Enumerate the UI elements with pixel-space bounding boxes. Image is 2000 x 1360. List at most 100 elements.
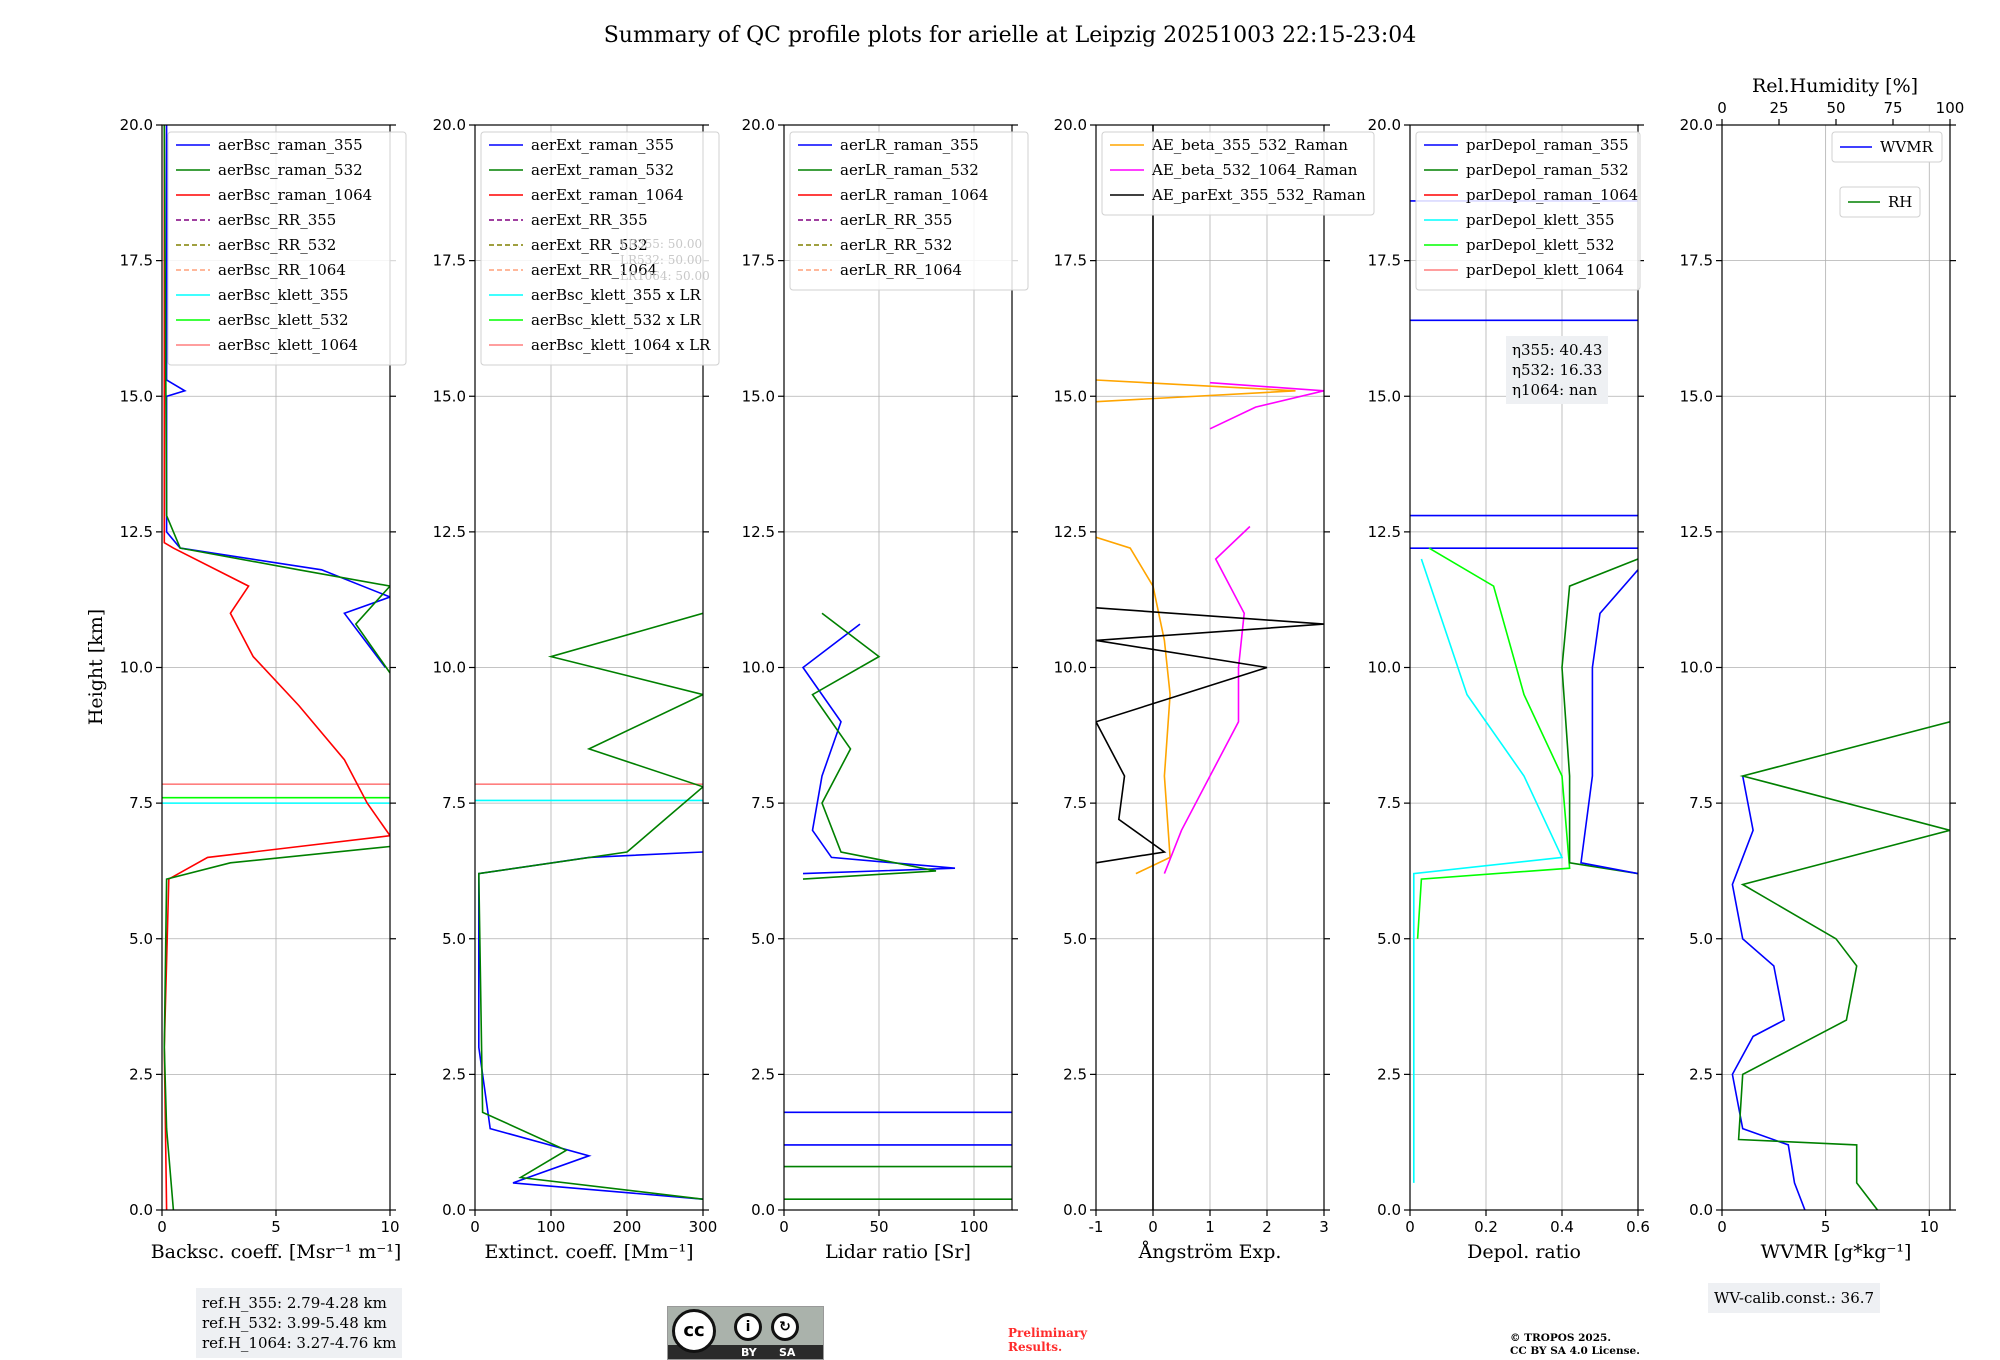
legend-entry: aerExt_raman_532 <box>531 161 674 179</box>
eta-1064: η1064: nan <box>1512 381 1598 399</box>
legend-entry: parDepol_klett_355 <box>1466 211 1615 229</box>
y-tick-label: 0.0 <box>1377 1201 1401 1219</box>
data-layer <box>1096 125 1324 1210</box>
series-line-blue <box>477 851 703 1200</box>
y-axis-label: Height [km] <box>85 609 107 725</box>
y-tick-label: 2.5 <box>1689 1065 1713 1083</box>
lr-355: LR355: 50.00 <box>620 237 703 251</box>
cc-icon: cc <box>672 1309 716 1353</box>
legend-entry: aerLR_raman_1064 <box>840 186 988 204</box>
data-layer <box>475 612 703 1200</box>
x-axis-label: Extinct. coeff. [Mm⁻¹] <box>484 1241 693 1263</box>
y-tick-label: 12.5 <box>742 523 775 541</box>
y-tick-label: 5.0 <box>442 930 466 948</box>
copyright-line-1: © TROPOS 2025. <box>1510 1332 1612 1344</box>
y-tick-label: 15.0 <box>742 387 775 405</box>
series-line-magenta <box>1163 525 1251 874</box>
legend-entry: aerLR_RR_532 <box>840 236 952 254</box>
series-line-orange <box>1096 536 1171 875</box>
panel-6: 0.02.55.07.510.012.515.017.520.00 5 10WVMR… <box>1680 99 1965 1263</box>
y-tick-label: 7.5 <box>1689 794 1713 812</box>
legend-entry: aerExt_raman_1064 <box>531 186 684 204</box>
y-tick-label: 7.5 <box>442 794 466 812</box>
x2-tick-label: 0 <box>1717 99 1727 117</box>
legend-entry: parDepol_raman_1064 <box>1466 186 1638 204</box>
y-tick-label: 5.0 <box>751 930 775 948</box>
legend-entry: parDepol_raman_532 <box>1466 161 1629 179</box>
panel-4: 0.0 2.5 5.0 7.5 10.0 12.5 15.0 17.5 20.0 -1 0 1 2 3 Ån… <box>1054 116 1375 1263</box>
y-tick-label: 20.0 <box>120 116 153 134</box>
y-tick-label: 0.0 <box>129 1201 153 1219</box>
legend: WVMR RH <box>1831 131 1943 218</box>
legend-entry: aerExt_raman_355 <box>531 136 674 154</box>
x-axis-label: Lidar ratio [Sr] <box>825 1241 971 1263</box>
legend-entry: RH <box>1888 193 1912 211</box>
rh-axis-label: Rel.Humidity [%] <box>1752 75 1918 97</box>
eta-box: η355: 40.43 η532: 16.33 η1064: nan <box>1506 336 1609 404</box>
figure-title: Summary of QC profile plots for arielle … <box>604 23 1417 48</box>
x-tick-label: 10 <box>1920 1218 1939 1236</box>
series-line-green <box>163 125 390 674</box>
y-tick-label: 17.5 <box>1054 252 1087 270</box>
x-tick-label: 0.6 <box>1626 1218 1650 1236</box>
legend-frame <box>1831 131 1943 163</box>
y-tick-label: 2.5 <box>1063 1065 1087 1083</box>
by-label: BY <box>741 1346 757 1359</box>
y-tick-label: 20.0 <box>1368 116 1401 134</box>
y-tick-label: 7.5 <box>129 794 153 812</box>
legend-entry: aerBsc_RR_532 <box>218 236 336 254</box>
y-tick-label: 0.0 <box>442 1201 466 1219</box>
panel-2: 0.0 2.5 5.0 7.5 10.0 12.5 15.0 17.5 20.0 0 100 200 3… <box>433 116 720 1263</box>
y-tick-label: 17.5 <box>742 252 775 270</box>
y-tick-label: 5.0 <box>1377 930 1401 948</box>
series-line-black <box>1096 607 1324 864</box>
wv-calibration-box: WV-calib.const.: 36.7 <box>1708 1283 1881 1313</box>
series-line-blue <box>801 623 956 875</box>
panel-1: 0.0 2.5 5.0 7.5 10.0 12.5 15.0 17.5 20.0 0 5 10 Back… <box>120 116 407 1263</box>
y-tick-label: 15.0 <box>1680 387 1713 405</box>
x-axis-label: Backsc. coeff. [Msr⁻¹ m⁻¹] <box>151 1241 402 1263</box>
x-tick-label: 100 <box>960 1218 989 1236</box>
y-tick-label: 17.5 <box>120 252 153 270</box>
series-line-green <box>802 612 937 880</box>
data-layer <box>162 125 390 1210</box>
legend-entry: aerBsc_RR_355 <box>218 211 336 229</box>
y-tick-label: 20.0 <box>742 116 775 134</box>
legend-entry: aerLR_raman_355 <box>840 136 979 154</box>
panels: 0.02.55.07.510.012.515.017.520.00 5 10Back… <box>120 99 1965 1263</box>
sa-icon: ↻ <box>771 1313 799 1341</box>
ref-height-355: ref.H_355: 2.79-4.28 km <box>202 1294 387 1312</box>
panel-5: 0.0 2.5 5.0 7.5 10.0 12.5 15.0 17.5 20.0 0 0.2 0.4 0… <box>1368 116 1650 1263</box>
lr-1064: LR1064: 50.00 <box>620 269 710 283</box>
x-tick-label: 0 <box>157 1218 167 1236</box>
series-line-red <box>163 125 390 1210</box>
reference-height-box: ref.H_355: 2.79-4.28 km ref.H_532: 3.99-… <box>196 1288 403 1358</box>
series-line-blue <box>1580 569 1638 875</box>
lidar-ratio-faint-box: LR355: 50.00 LR532: 50.00 LR1064: 50.00 <box>620 236 710 284</box>
y-tick-label: 15.0 <box>120 387 153 405</box>
legend-entry: aerLR_RR_355 <box>840 211 952 229</box>
x2-tick-label: 25 <box>1769 99 1788 117</box>
x-tick-label: 0 <box>779 1218 789 1236</box>
x-tick-label: -1 <box>1089 1218 1104 1236</box>
series-line-green <box>477 612 703 1200</box>
legend-entry: AE_beta_532_1064_Raman <box>1151 161 1358 179</box>
y-tick-label: 10.0 <box>1054 659 1087 677</box>
y-tick-label: 10.0 <box>120 659 153 677</box>
series-line-green <box>1737 721 1950 1210</box>
x-tick-label: 200 <box>613 1218 642 1236</box>
y-tick-label: 2.5 <box>751 1065 775 1083</box>
y-tick-label: 12.5 <box>1680 523 1713 541</box>
legend-frame <box>167 131 407 366</box>
x-axis-label: WVMR [g*kg⁻¹] <box>1761 1241 1912 1263</box>
legend-entry: aerLR_raman_532 <box>840 161 979 179</box>
y-tick-label: 15.0 <box>433 387 466 405</box>
x-tick-label: 0 <box>1717 1218 1727 1236</box>
x-tick-label: 50 <box>869 1218 888 1236</box>
legend-frame <box>789 131 1029 291</box>
eta-355: η355: 40.43 <box>1512 341 1603 359</box>
preliminary-line-1: Preliminary <box>1008 1326 1088 1340</box>
y-tick-label: 10.0 <box>742 659 775 677</box>
legend-entry: aerExt_RR_1064 <box>531 261 657 279</box>
legend: parDepol_raman_355 parDepol_raman_532 parD… <box>1415 131 1641 291</box>
